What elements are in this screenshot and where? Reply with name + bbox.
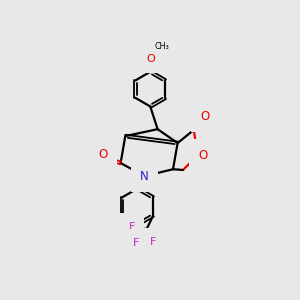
Text: O: O — [146, 54, 155, 64]
Text: F: F — [129, 222, 136, 232]
Text: O: O — [99, 148, 108, 161]
Text: O: O — [200, 110, 209, 123]
Text: N: N — [140, 169, 149, 183]
Text: F: F — [150, 237, 156, 247]
Text: CH₃: CH₃ — [155, 42, 170, 51]
Text: F: F — [133, 238, 139, 248]
Text: O: O — [199, 149, 208, 162]
